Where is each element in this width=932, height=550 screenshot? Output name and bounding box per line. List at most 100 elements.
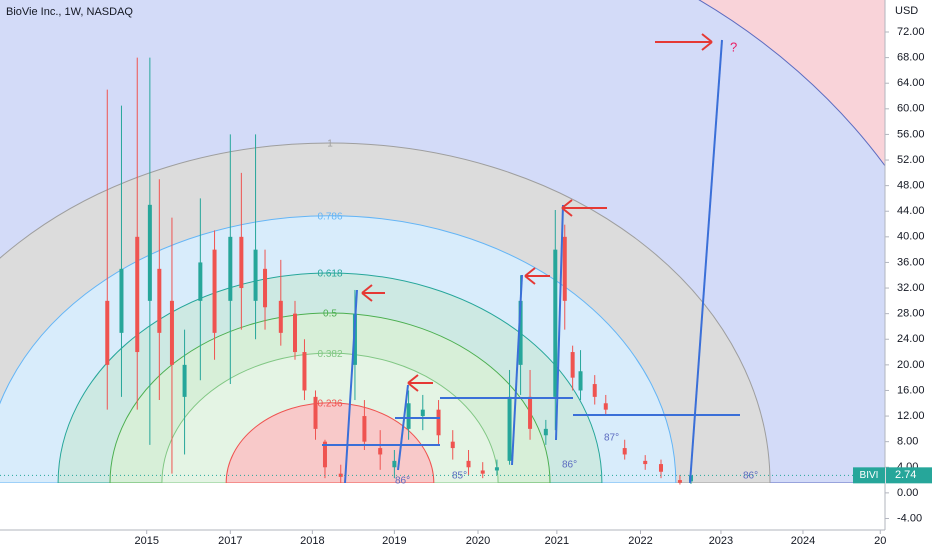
arrow — [655, 33, 713, 51]
candle-body — [480, 470, 485, 474]
candle-body — [322, 441, 327, 468]
candle-body — [253, 249, 258, 301]
x-tick-label: 20 — [874, 535, 886, 547]
candle-body — [578, 371, 583, 391]
fib-label: 0.236 — [317, 398, 342, 409]
candle-body — [302, 352, 307, 391]
price-label: 2.74 — [895, 469, 916, 481]
y-tick-label: 52.00 — [897, 154, 925, 166]
trend-line — [511, 274, 523, 466]
y-tick-label: 48.00 — [897, 180, 925, 192]
candle-body — [507, 396, 512, 461]
candle-body — [592, 384, 597, 397]
candle-body — [494, 467, 499, 471]
y-tick-label: 64.00 — [897, 77, 925, 89]
y-tick-label: 20.00 — [897, 359, 925, 371]
y-axis-panel — [885, 0, 932, 530]
candle-body — [263, 268, 268, 308]
candle-body — [622, 448, 627, 455]
trend-line — [344, 289, 358, 484]
candle-body — [212, 249, 217, 333]
y-tick-label: 16.00 — [897, 384, 925, 396]
x-tick-label: 2015 — [134, 535, 158, 547]
candle-body — [420, 409, 425, 417]
symbol-label: BIVI — [860, 470, 879, 481]
x-tick-label: 2023 — [709, 535, 733, 547]
y-tick-label: 60.00 — [897, 103, 925, 115]
y-tick-label: 40.00 — [897, 231, 925, 243]
candle-body — [466, 460, 471, 468]
candle-body — [436, 409, 441, 436]
y-tick-label: 72.00 — [897, 26, 925, 38]
fib-label: 1 — [327, 139, 333, 150]
angle-label: 86° — [743, 471, 758, 482]
currency-label: USD — [895, 5, 918, 17]
trend-line — [689, 39, 723, 484]
candle-body — [643, 460, 648, 465]
candle-body — [543, 428, 548, 436]
x-tick-label: 2017 — [218, 535, 242, 547]
candle-body — [553, 249, 558, 397]
candle-body — [570, 352, 575, 378]
price-tag — [886, 467, 932, 484]
candle-body — [450, 441, 455, 449]
candle-body — [182, 364, 187, 397]
arrow — [407, 374, 433, 392]
candle-body — [105, 300, 110, 365]
y-tick-label: 0.00 — [897, 487, 918, 499]
angle-label: 86° — [395, 476, 410, 487]
y-tick-label: 44.00 — [897, 205, 925, 217]
trend-line — [397, 384, 409, 471]
candle-body — [169, 300, 174, 365]
candle-body — [198, 262, 203, 301]
axes: 72.00 68.00 64.00 60.00 56.00 52.00 48.00 44.00… — [134, 26, 924, 547]
arrow — [561, 199, 607, 217]
drawings — [322, 39, 740, 484]
candle-body — [352, 313, 357, 365]
arrows — [361, 33, 713, 392]
angle-labels: 86° 85° 86° 87° 86° ? — [395, 39, 758, 486]
candle-body — [528, 396, 533, 429]
x-tick-label: 2020 — [466, 535, 490, 547]
symbol-tag — [853, 467, 885, 484]
trend-line — [555, 204, 564, 441]
candles — [105, 57, 693, 485]
y-tick-label: 28.00 — [897, 308, 925, 320]
arrow — [524, 267, 550, 285]
candle-body — [147, 204, 152, 301]
candle-body — [518, 300, 523, 365]
candle-body — [562, 236, 567, 301]
fib-label: 0.5 — [323, 309, 337, 320]
y-tick-label: 32.00 — [897, 282, 925, 294]
x-tick-label: 2021 — [545, 535, 569, 547]
y-tick-label: 68.00 — [897, 52, 925, 64]
angle-label: 85° — [452, 471, 467, 482]
candle-body — [658, 464, 663, 472]
fib-arc — [225, 402, 435, 483]
y-tick-label: -4.00 — [897, 512, 922, 524]
candle-body — [603, 403, 608, 410]
candle-body — [313, 396, 318, 429]
fib-label: 0.786 — [317, 211, 342, 222]
candle-body — [362, 416, 367, 442]
candle-body — [406, 403, 411, 429]
candle-body — [677, 480, 682, 483]
angle-label: 87° — [604, 433, 619, 444]
chart-title: BioVie Inc., 1W, NASDAQ — [6, 6, 133, 18]
candle-body — [278, 300, 283, 333]
fib-label: 0.618 — [317, 269, 342, 280]
candle-body — [239, 236, 244, 289]
x-tick-label: 2019 — [382, 535, 406, 547]
x-tick-label: 2022 — [628, 535, 652, 547]
candle-body — [157, 268, 162, 333]
y-tick-label: 56.00 — [897, 128, 925, 140]
y-tick-label: 36.00 — [897, 256, 925, 268]
candle-body — [228, 236, 233, 301]
fib-arcs: 1 0.786 0.618 0.5 0.382 0.236 — [0, 139, 771, 483]
x-tick-label: 2024 — [791, 535, 815, 547]
question-mark: ? — [730, 39, 737, 54]
angle-label: 86° — [562, 460, 577, 471]
candle-body — [378, 448, 383, 455]
candle-body — [119, 268, 124, 333]
